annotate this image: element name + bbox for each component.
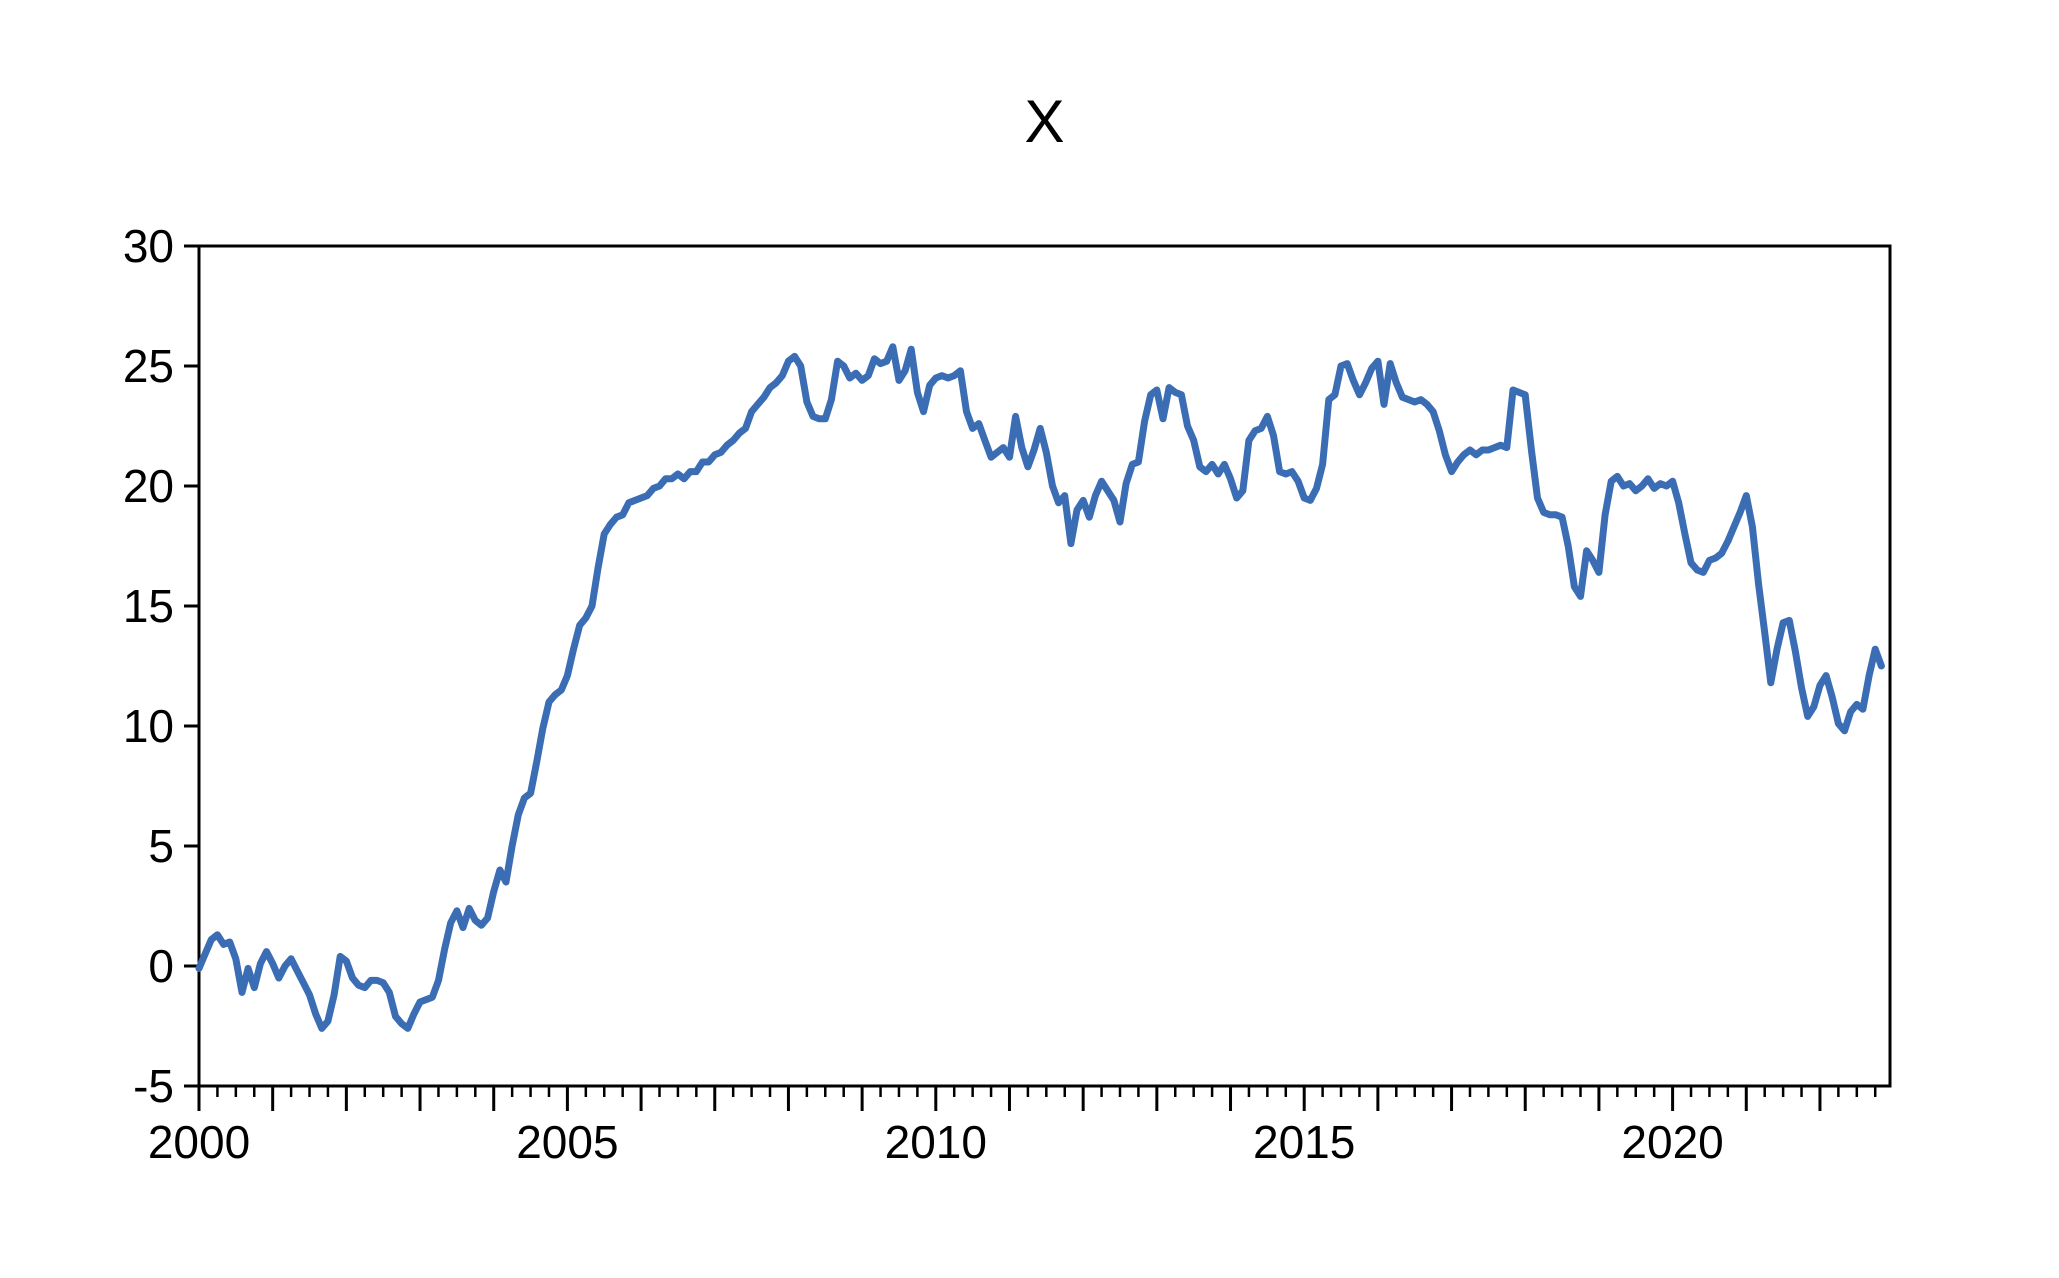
y-axis-tick-label: 5 [148, 820, 174, 872]
y-axis-tick-label: 10 [123, 700, 174, 752]
chart-title: X [1024, 88, 1065, 155]
x-axis-tick-label: 2010 [885, 1116, 987, 1168]
y-axis-tick-label: 30 [123, 220, 174, 272]
x-axis-tick-label: 2020 [1621, 1116, 1723, 1168]
data-line-series-x [195, 343, 1885, 1032]
y-axis-tick-label: 15 [123, 580, 174, 632]
y-axis-tick-label: -5 [133, 1060, 174, 1112]
plot-border [197, 244, 1892, 1088]
x-axis-tick-label: 2000 [148, 1116, 250, 1168]
x-axis-tick-label: 2005 [516, 1116, 618, 1168]
y-axis-tick-label: 25 [123, 340, 174, 392]
y-axis-tick-label: 20 [123, 460, 174, 512]
y-axis-tick-label: 0 [148, 940, 174, 992]
x-axis-tick-label: 2015 [1253, 1116, 1355, 1168]
